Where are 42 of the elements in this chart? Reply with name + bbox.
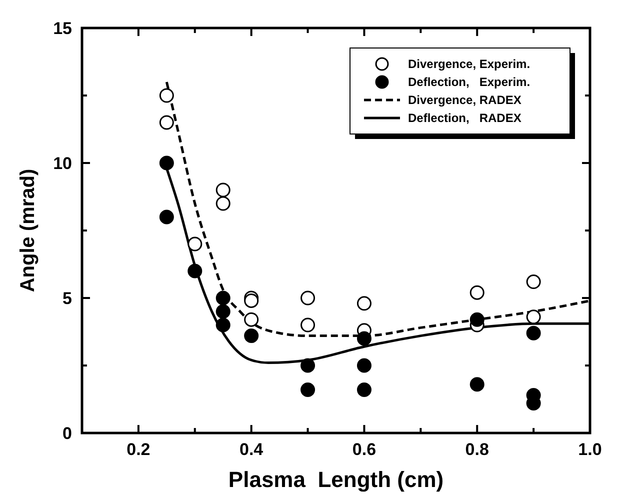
point [216,304,230,319]
legend-label: Divergence, Experim. [408,57,530,72]
y-tick-label: 15 [53,18,72,38]
point [526,310,541,324]
x-tick-label: 0.2 [126,440,150,459]
point [216,196,230,211]
legend-label: Deflection, RADEX [408,111,522,126]
point [470,285,484,300]
x-tick-label: 0.8 [465,440,489,459]
point [216,318,230,332]
point [470,377,484,392]
point [159,156,174,170]
point [244,328,259,344]
y-tick-label: 10 [53,154,72,173]
legend-label: Deflection, Experim. [408,75,530,90]
x-tick-label: 1.0 [578,440,602,459]
legend-label: Divergence, RADEX [408,93,522,108]
point [159,210,174,224]
point [356,382,372,398]
x-tick-label: 0.4 [240,440,264,459]
point [300,318,316,332]
point [188,236,202,252]
point [244,312,259,327]
point [216,182,230,198]
point [300,382,316,398]
point [526,274,541,290]
point [470,312,484,327]
point [159,115,174,130]
point [300,358,316,373]
point [356,358,372,373]
point [159,88,174,103]
point [216,290,230,306]
point [356,331,372,346]
y-axis-title: Angle (mrad) [17,168,39,292]
y-tick-label: 0 [62,424,72,443]
x-axis-title: Plasma Length (cm) [228,467,444,492]
x-tick-label: 0.6 [352,440,376,459]
point [356,296,372,311]
point [526,326,541,340]
point [300,290,316,306]
y-tick-label: 5 [62,288,72,308]
point [188,264,202,278]
